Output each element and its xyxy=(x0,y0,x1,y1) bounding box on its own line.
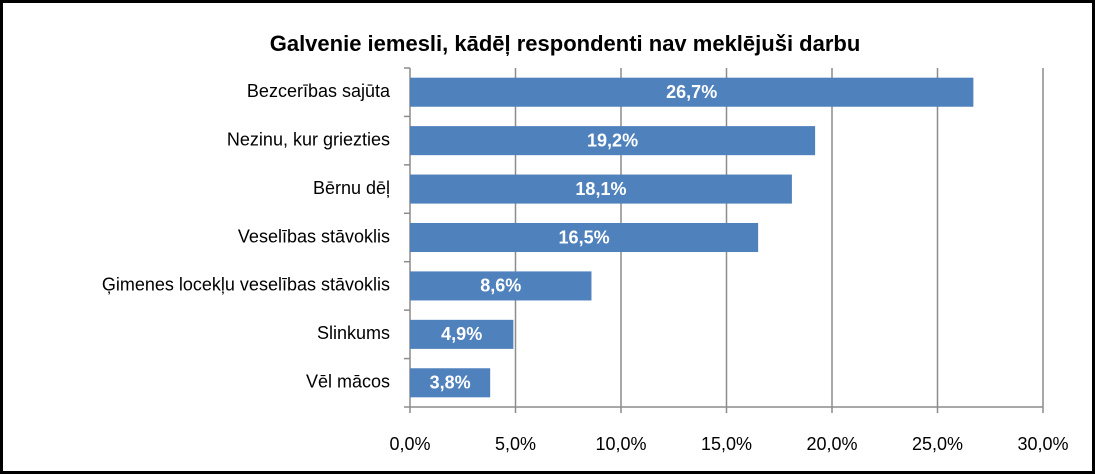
bar xyxy=(410,126,816,156)
bar xyxy=(410,222,759,253)
y-tick-label: Bezcerības sajūta xyxy=(247,81,391,101)
bar xyxy=(410,271,592,301)
value-label: 26,7% xyxy=(666,82,717,102)
x-tick-label: 5,0% xyxy=(495,434,536,454)
bar xyxy=(410,174,792,204)
y-tick-label: Nezinu, kur griezties xyxy=(227,129,390,149)
bar xyxy=(410,368,491,398)
value-label: 3,8% xyxy=(430,373,471,393)
x-tick-label: 0,0% xyxy=(389,434,430,454)
y-tick-label: Bērnu dēļ xyxy=(313,178,390,198)
y-tick-label: Vēl mācos xyxy=(306,372,390,392)
x-tick-label: 10,0% xyxy=(595,434,646,454)
value-label: 19,2% xyxy=(587,130,638,150)
bar xyxy=(410,77,974,107)
chart-title: Galvenie iemesli, kādēļ respondenti nav … xyxy=(270,31,861,56)
value-label: 16,5% xyxy=(559,227,610,247)
y-tick-label: Veselības stāvoklis xyxy=(238,226,390,246)
y-tick-label: Ģimenes locekļu veselības stāvoklis xyxy=(102,275,390,295)
y-tick-label: Slinkums xyxy=(317,323,390,343)
x-tick-label: 30,0% xyxy=(1017,434,1068,454)
value-label: 8,6% xyxy=(480,276,521,296)
x-tick-label: 25,0% xyxy=(912,434,963,454)
x-tick-label: 20,0% xyxy=(806,434,857,454)
value-label: 18,1% xyxy=(575,179,626,199)
x-tick-label: 15,0% xyxy=(701,434,752,454)
bar xyxy=(410,319,514,349)
value-label: 4,9% xyxy=(441,324,482,344)
